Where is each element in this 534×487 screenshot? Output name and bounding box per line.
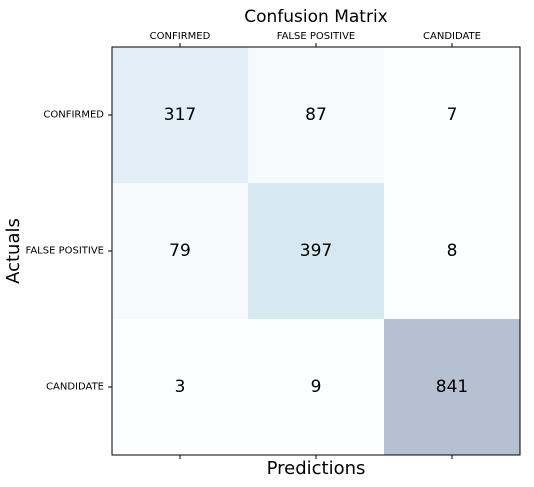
y-tick-label: CONFIRMED — [43, 110, 104, 121]
heatmap-cells — [112, 47, 521, 456]
cell-value-label: 3 — [175, 377, 186, 397]
cell-value-label: 9 — [311, 377, 322, 397]
cell-value-label: 79 — [169, 241, 191, 261]
x-axis-ticks: CONFIRMED FALSE POSITIVE CANDIDATE — [150, 31, 481, 459]
heatmap-cell — [384, 47, 521, 184]
heatmap-cell — [384, 183, 521, 320]
chart-title: Confusion Matrix — [244, 7, 388, 27]
x-axis-label: Predictions — [267, 458, 366, 479]
y-axis-label: Actuals — [3, 218, 24, 284]
cell-value-label: 397 — [300, 241, 332, 261]
x-tick-label: CONFIRMED — [150, 31, 211, 42]
cell-value-label: 7 — [447, 105, 458, 125]
y-tick-label: CANDIDATE — [46, 382, 104, 393]
cell-value-label: 87 — [305, 105, 327, 125]
heatmap-cell — [248, 183, 385, 320]
cell-value-label: 8 — [447, 241, 458, 261]
cell-value-label: 317 — [164, 105, 196, 125]
heatmap-cell — [384, 319, 521, 456]
y-axis-ticks: CONFIRMED FALSE POSITIVE CANDIDATE — [25, 110, 112, 393]
heatmap-cell — [112, 47, 249, 184]
heatmap-cell — [112, 183, 249, 320]
heatmap-cell — [112, 319, 249, 456]
heatmap-cell — [248, 47, 385, 184]
x-tick-label: FALSE POSITIVE — [277, 31, 356, 42]
heatmap-cell-labels: 317 87 7 79 397 8 3 9 841 — [164, 105, 468, 397]
cell-value-label: 841 — [436, 377, 468, 397]
x-tick-label: CANDIDATE — [423, 31, 481, 42]
heatmap-cell — [248, 319, 385, 456]
y-tick-label: FALSE POSITIVE — [25, 246, 104, 257]
